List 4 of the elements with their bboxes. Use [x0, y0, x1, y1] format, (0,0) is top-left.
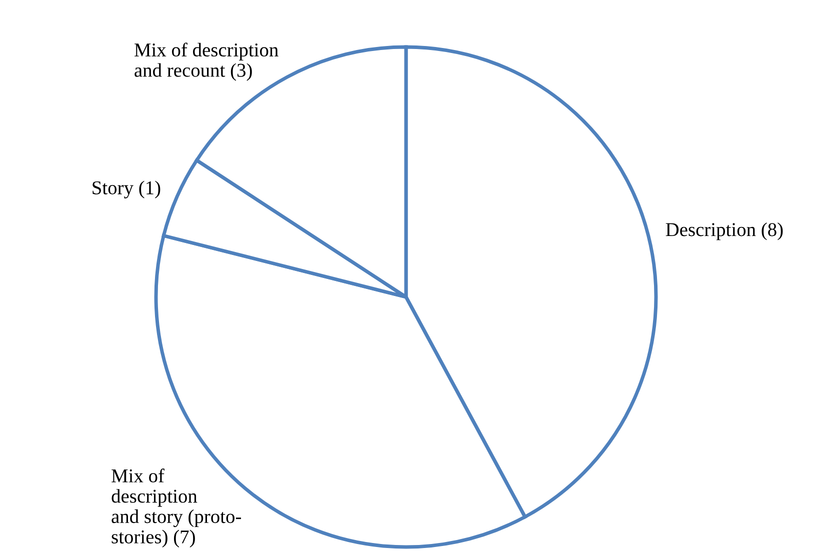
slice-label: Description (8) — [666, 222, 783, 240]
slice-label: Story (1) — [92, 180, 160, 198]
slice-label: Mix of description and recount (3) — [134, 42, 278, 81]
slice-label: Mix of description and story (proto- stories) (7) — [112, 468, 241, 548]
